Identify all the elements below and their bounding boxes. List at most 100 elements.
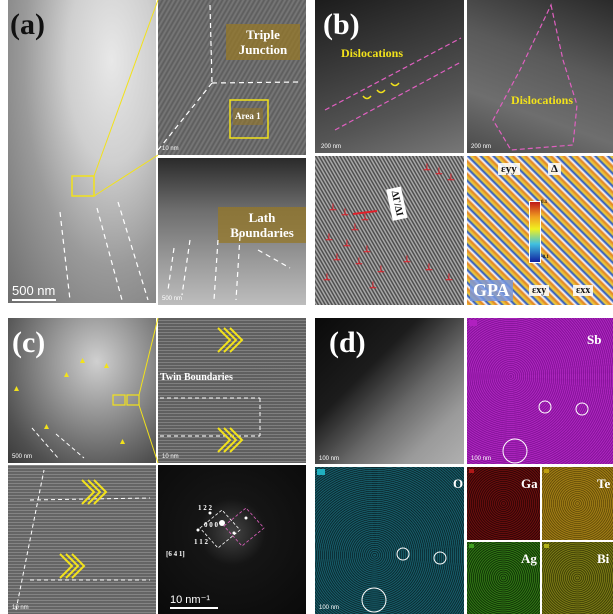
triple-line [157, 82, 213, 151]
bright-field-tem-image [8, 0, 156, 303]
twin-boundary-line [15, 469, 45, 611]
dislocation-marker: ⊥ [329, 202, 337, 212]
colorbar-bottom-label: -0.1 [541, 255, 549, 260]
scale-bar-a-lath: 500 nm [162, 296, 182, 302]
triple-line [209, 4, 213, 84]
map-color-chip [544, 469, 549, 473]
panel-c-overlay [14, 318, 265, 611]
zoom-box [112, 394, 126, 406]
lath-boundaries-tag: Lath Boundaries [218, 207, 306, 243]
scale-bar-a-hr: 10 nm [162, 146, 179, 152]
sb-eds-map [467, 318, 613, 464]
dislocation-marker: ⊥ [325, 232, 333, 242]
boundary-line [55, 433, 85, 459]
ag-eds-map [467, 542, 540, 614]
zoom-box [126, 394, 140, 406]
scale-bar-label: 100 nm [319, 456, 340, 462]
scale-bar-label: 500 nm [162, 296, 183, 302]
panel-d-overlay [317, 320, 589, 613]
dislocation-marker: ⊥ [425, 262, 433, 272]
region-circle [433, 551, 447, 565]
haadf-image [315, 318, 464, 464]
ifft-lattice-image [315, 156, 464, 305]
dislocation-marker: ⊥ [369, 280, 377, 290]
gpa-exx-label: εxx [573, 285, 594, 296]
element-label-te: Te [597, 476, 611, 491]
dislocation-marker: ⊥ [423, 162, 431, 172]
element-label-ag: Ag [521, 551, 537, 566]
map-color-chip [544, 544, 549, 548]
zone-axis-label: [6 4 1] [166, 550, 185, 558]
panel-b: (b) Dislocations 200 nm Dislocations 200… [315, 0, 613, 305]
twin-boundary-line [29, 497, 151, 501]
scale-bar-b-1: 200 nm [321, 144, 341, 150]
scale-bar-d-o: 100 nm [319, 605, 339, 611]
scale-bar-c-main: 500 nm [12, 454, 32, 460]
scale-bar-d-haadf: 100 nm [319, 456, 339, 462]
zoom-line-top [93, 0, 159, 177]
scale-bar-a-main: 500 nm [12, 283, 56, 301]
map-color-chip [469, 320, 477, 326]
element-label-bi: Bi [597, 551, 610, 566]
twin-chevron [217, 427, 244, 453]
zoom-line-bottom [93, 154, 159, 197]
colorbar-top-label: 0.1 [541, 200, 548, 205]
region-circle [575, 402, 589, 416]
diffraction-spot [208, 511, 212, 515]
scale-bar-c-hr2: 10 nm [12, 605, 29, 611]
region-circle [538, 400, 552, 414]
gpa-delta-label: Δ [548, 163, 561, 175]
panel-label-b: (b) [323, 8, 360, 41]
panel-d: (d) 100 nm Sb 100 nm O 100 nm Ga Te Ag B… [315, 318, 613, 614]
ga-eds-map [467, 467, 540, 540]
panel-a: (a) 500 nm Triple Junction Area 1 10 nm … [0, 0, 306, 305]
o-eds-map [315, 467, 464, 614]
gpa-eyy-label: εyy [498, 163, 520, 175]
twin-chevron [217, 327, 244, 353]
defect-triangle [64, 372, 69, 377]
twin-hrtem-image-2 [8, 465, 156, 614]
panel-label-a: (a) [10, 8, 45, 41]
diffraction-spot [196, 528, 200, 532]
scale-bar-label: 10 nm [162, 454, 179, 460]
scale-bar-label: 10 nm⁻¹ [170, 594, 211, 606]
gpa-label: GPA [470, 280, 513, 301]
twin-overview-image [8, 318, 156, 463]
scale-bar-c-hr: 10 nm [162, 454, 179, 460]
saed-pattern [158, 465, 306, 614]
panel-a-overlay [59, 0, 301, 301]
dislocation-marker: ⊥ [435, 166, 443, 176]
map-color-chip [317, 469, 325, 475]
twin-chevron [59, 553, 86, 579]
area-1-box [229, 99, 269, 139]
spot-label: 0 0 0 [204, 521, 218, 529]
dislocation-marker: ⊥ [333, 252, 341, 262]
defect-triangle [80, 358, 85, 363]
gpa-colorbar [529, 201, 541, 263]
scale-bar-label: 500 nm [12, 454, 33, 460]
zoom-line-bottom [138, 404, 159, 464]
te-eds-map [542, 467, 613, 540]
lath-line [181, 239, 191, 296]
scale-bar-label: 100 nm [319, 605, 340, 611]
lath-line [167, 247, 175, 291]
scale-bar-label: 100 nm [471, 456, 492, 462]
boundary-line [117, 201, 149, 301]
boundary-line [59, 211, 71, 301]
dislocation-marker: ⊥ [363, 244, 371, 254]
twin-hrtem-image [158, 318, 306, 463]
triple-junction-tag: Triple Junction [226, 24, 300, 60]
dislocation-marker: ⊥ [341, 207, 349, 217]
diffraction-spot [232, 531, 236, 535]
scale-bar-label: 200 nm [321, 144, 342, 150]
boundary-line [31, 427, 59, 459]
dislocation-mark [390, 82, 400, 87]
element-label-o: O [453, 476, 464, 491]
lath-line [257, 249, 291, 269]
dislocation-marker: ⊥ [351, 222, 359, 232]
lath-line [235, 235, 241, 301]
panel-label-c: (c) [12, 326, 46, 359]
dislocation-region-outline [492, 3, 578, 151]
panel-label-d: (d) [329, 326, 366, 359]
scale-bar-label: 10 nm [162, 146, 179, 152]
